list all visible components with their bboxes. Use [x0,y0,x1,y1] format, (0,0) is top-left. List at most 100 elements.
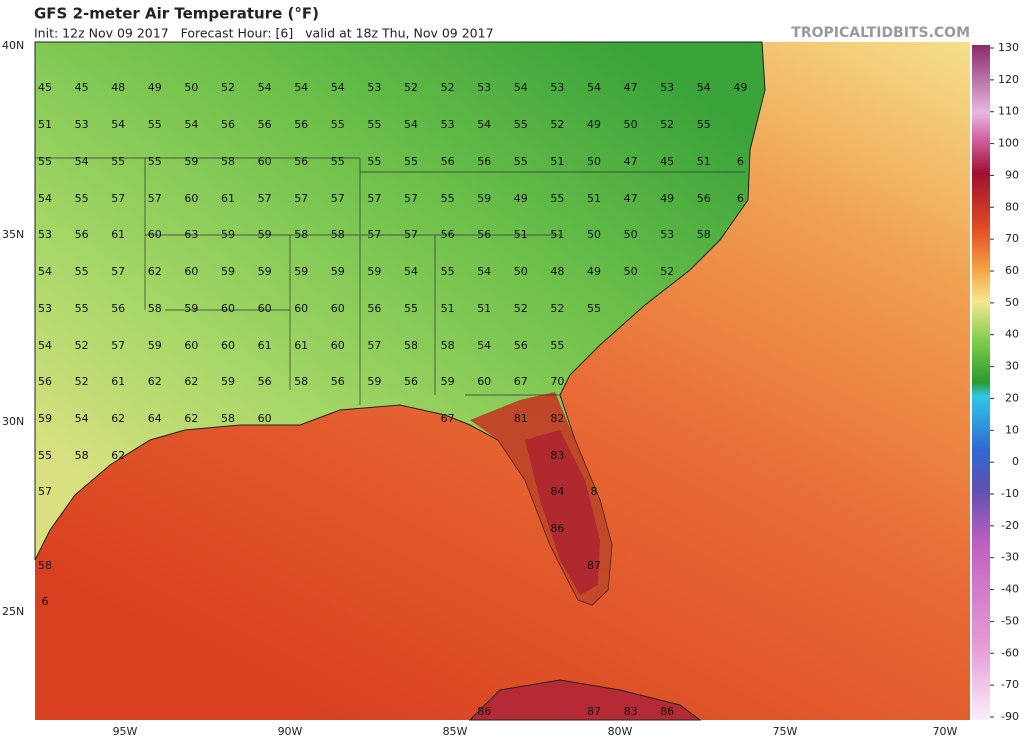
station-value: 53 [75,118,89,131]
lon-label: 85W [443,725,468,738]
station-value: 54 [477,265,491,278]
station-value: 56 [514,339,528,352]
colorbar-label: 30 [1005,360,1019,373]
station-value: 52 [221,81,235,94]
station-value: 60 [331,339,345,352]
station-value: 86 [550,522,564,535]
station-value: 56 [367,302,381,315]
station-value: 55 [441,265,455,278]
colorbar-label: 0 [1012,455,1019,468]
station-value: 58 [331,228,345,241]
station-value: 60 [477,375,491,388]
station-value: 45 [38,81,52,94]
station-value: 52 [75,375,89,388]
station-value: 49 [148,81,162,94]
colorbar-label: 120 [998,73,1019,86]
colorbar-label: -60 [1001,646,1019,659]
station-value: 59 [477,192,491,205]
colorbar-label: 80 [1005,200,1019,213]
colorbar-label: -70 [1001,678,1019,691]
station-value: 54 [331,81,345,94]
station-value: 87 [587,559,601,572]
station-value: 54 [477,118,491,131]
station-value: 62 [111,412,125,425]
station-value: 55 [75,192,89,205]
station-value: 50 [184,81,198,94]
station-value: 55 [697,118,711,131]
station-value: 57 [258,192,272,205]
station-value: 86 [660,705,674,718]
station-value: 6 [737,192,744,205]
colorbar-label: 20 [1005,391,1019,404]
lon-label: 90W [278,725,303,738]
subtitle: Init: 12z Nov 09 2017 Forecast Hour: [6]… [34,26,494,41]
station-value: 56 [441,155,455,168]
station-value: 61 [258,339,272,352]
station-value: 82 [550,412,564,425]
station-value: 51 [477,302,491,315]
station-value: 54 [404,118,418,131]
station-value: 54 [38,265,52,278]
station-value: 56 [477,228,491,241]
station-value: 50 [587,228,601,241]
colorbar-label: 100 [998,137,1019,150]
station-value: 59 [441,375,455,388]
station-value: 52 [514,302,528,315]
station-value: 52 [660,118,674,131]
station-value: 55 [148,155,162,168]
station-value: 55 [38,449,52,462]
lon-label: 95W [113,725,138,738]
colorbar-label: 60 [1005,264,1019,277]
station-value: 59 [367,265,381,278]
station-value: 51 [550,228,564,241]
station-value: 61 [111,375,125,388]
station-value: 54 [38,192,52,205]
station-value: 60 [148,228,162,241]
station-value: 57 [367,228,381,241]
station-value: 86 [477,705,491,718]
station-value: 55 [514,118,528,131]
station-value: 51 [38,118,52,131]
station-value: 57 [331,192,345,205]
station-value: 59 [367,375,381,388]
station-value: 55 [331,118,345,131]
station-value: 87 [587,705,601,718]
station-value: 56 [38,375,52,388]
station-value: 58 [221,155,235,168]
station-value: 57 [404,228,418,241]
colorbar-label: -30 [1001,551,1019,564]
station-value: 57 [148,192,162,205]
map-area [34,41,970,721]
station-value: 54 [477,339,491,352]
station-value: 55 [587,302,601,315]
station-value: 53 [441,118,455,131]
station-value: 63 [184,228,198,241]
station-value: 6 [42,595,49,608]
station-value: 54 [111,118,125,131]
lat-label: 35N [2,228,24,241]
station-value: 52 [441,81,455,94]
station-value: 51 [441,302,455,315]
station-value: 60 [221,302,235,315]
station-value: 49 [733,81,747,94]
colorbar-label: -10 [1001,487,1019,500]
station-value: 58 [294,375,308,388]
station-value: 60 [258,155,272,168]
station-value: 54 [38,339,52,352]
station-value: 54 [587,81,601,94]
station-value: 59 [258,265,272,278]
station-value: 56 [404,375,418,388]
station-value: 52 [404,81,418,94]
colorbar-label: 90 [1005,168,1019,181]
colorbar-label: 130 [998,41,1019,54]
station-value: 57 [367,192,381,205]
station-value: 51 [697,155,711,168]
station-value: 57 [38,485,52,498]
station-value: 54 [404,265,418,278]
station-value: 70 [550,375,564,388]
station-value: 62 [111,449,125,462]
station-value: 62 [184,412,198,425]
station-value: 59 [184,302,198,315]
station-value: 58 [441,339,455,352]
station-value: 55 [38,155,52,168]
